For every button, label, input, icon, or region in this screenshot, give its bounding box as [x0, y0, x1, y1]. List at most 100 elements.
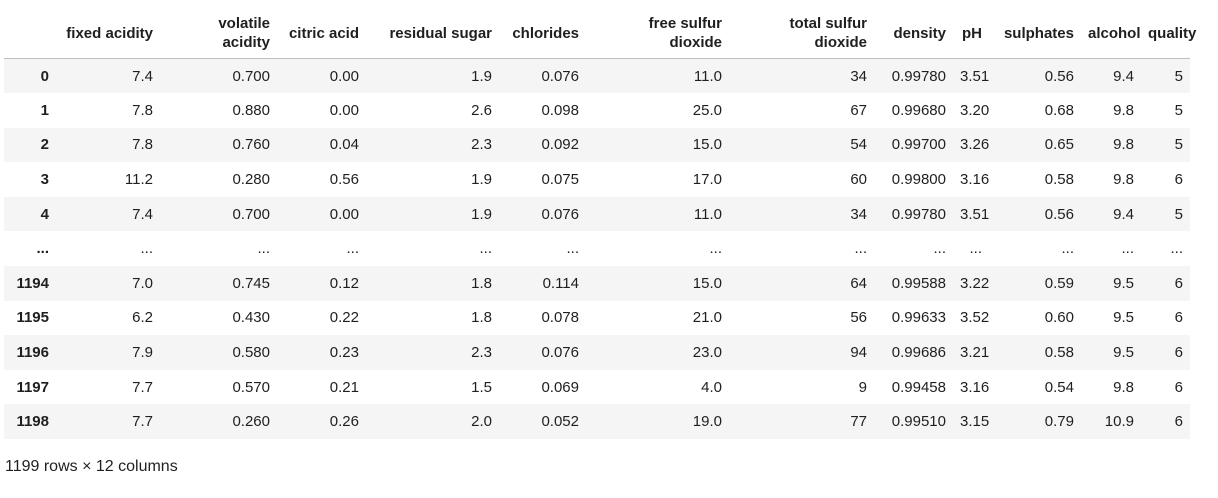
table-cell: 64	[850, 274, 867, 292]
table-header: fixed acidity volatile acidity citric acid…	[4, 8, 1196, 59]
row-index: 1	[40, 101, 49, 119]
table-cell: 0.99633	[891, 309, 946, 327]
table-cell: 0.430	[232, 309, 270, 327]
table-cell: 3.22	[960, 274, 990, 292]
column-header: total sulfur dioxide	[729, 8, 874, 59]
table-cell: 0.99510	[891, 413, 946, 431]
table-cell: 0.076	[541, 205, 579, 223]
table-cell: 0.68	[1044, 101, 1074, 119]
table-cell: 6	[1174, 171, 1183, 189]
table-cell: 25.0	[692, 101, 722, 119]
table-cell: 0.99780	[891, 67, 946, 85]
table-cell: 1.9	[471, 67, 492, 85]
table-cell: 1.9	[471, 205, 492, 223]
table-cell: 9.8	[1113, 378, 1134, 396]
table-cell: 1.8	[471, 309, 492, 327]
table-cell: 0.069	[541, 378, 579, 396]
table-cell: 0.092	[541, 136, 579, 154]
table-cell: 7.0	[132, 274, 153, 292]
column-header: pH	[953, 8, 989, 59]
table-cell: 7.4	[132, 67, 153, 85]
table-cell: 6	[1174, 274, 1183, 292]
column-header: chlorides	[499, 8, 586, 59]
table-cell: ...	[1061, 240, 1074, 258]
table-cell: 0.00	[329, 101, 359, 119]
table-cell: ...	[1121, 240, 1134, 258]
table-cell: 0.076	[541, 67, 579, 85]
table-cell: 0.99588	[891, 274, 946, 292]
table-cell: ...	[346, 240, 359, 258]
table-cell: 2.3	[471, 344, 492, 362]
table-cell: 11.0	[693, 205, 722, 223]
table-cell: 0.00	[329, 205, 359, 223]
table-cell: 0.700	[232, 205, 270, 223]
table-cell: 0.745	[232, 274, 270, 292]
table-cell: 0.99800	[891, 171, 946, 189]
table-row: 1198 7.7 0.260 0.26 2.0 0.052 19.0 77 0.99510 3.1…	[4, 404, 1190, 440]
table-cell: 9.8	[1113, 171, 1134, 189]
row-index: 1195	[16, 309, 49, 327]
table-cell: 9.5	[1113, 274, 1134, 292]
table-cell: 0.56	[329, 171, 359, 189]
row-index: 1194	[16, 274, 49, 292]
shape-summary: 1199 rows × 12 columns	[5, 458, 178, 475]
table-cell: 0.99686	[891, 344, 946, 362]
table-cell: 7.4	[132, 205, 153, 223]
table-cell: 5	[1174, 67, 1183, 85]
table-cell: ...	[709, 240, 722, 258]
table-cell: 67	[850, 101, 867, 119]
table-cell: 0.23	[329, 344, 359, 362]
table-body: 0 7.4 0.700 0.00 1.9 0.076 11.0 34 0.99780 3.51 0.…	[4, 58, 1190, 440]
table-cell: 34	[850, 67, 867, 85]
table-cell: 3.26	[960, 136, 990, 154]
table-cell: 9.5	[1113, 309, 1134, 327]
table-cell: 0.60	[1044, 309, 1074, 327]
table-cell: 77	[850, 413, 867, 431]
table-cell: 9.5	[1113, 344, 1134, 362]
table-cell: 9.8	[1113, 101, 1134, 119]
table-cell: 3.51	[960, 205, 990, 223]
table-row: 1 7.8 0.880 0.00 2.6 0.098 25.0 67 0.99680 3.20 0.…	[4, 93, 1190, 128]
table-cell: 3.21	[960, 344, 990, 362]
table-row: 1197 7.7 0.570 0.21 1.5 0.069 4.0 9 0.99458 3.16 0…	[4, 369, 1190, 405]
row-index: ...	[36, 240, 49, 258]
table-cell: 34	[850, 205, 867, 223]
table-cell: 3.20	[960, 101, 990, 119]
table-cell: 2.0	[471, 413, 492, 431]
table-cell: 6	[1174, 344, 1183, 362]
row-index: 1196	[16, 344, 49, 362]
header-row: fixed acidity volatile acidity citric acid…	[4, 8, 1196, 59]
table-cell: 1.8	[471, 274, 492, 292]
table-cell: 1.9	[471, 171, 492, 189]
table-cell: 0.280	[232, 171, 270, 189]
table-cell: 0.00	[329, 67, 359, 85]
table-cell: 0.79	[1044, 413, 1074, 431]
table-cell: 7.8	[132, 101, 153, 119]
table-cell: 0.58	[1044, 344, 1074, 362]
table-row: .......................................	[4, 231, 1190, 267]
table-cell: 0.56	[1044, 67, 1074, 85]
table-row: 2 7.8 0.760 0.04 2.3 0.092 15.0 54 0.99700 3.26 0.…	[4, 127, 1190, 163]
table-cell: 2.3	[471, 136, 492, 154]
table-cell: 1.5	[471, 378, 492, 396]
dataframe-container: fixed acidity volatile acidity citric acid…	[4, 8, 1196, 440]
table-cell: 6	[1174, 413, 1183, 431]
table-cell: 0.99680	[891, 101, 946, 119]
table-cell: 6	[1174, 309, 1183, 327]
table-cell: 0.052	[541, 413, 579, 431]
table-cell: ...	[257, 240, 270, 258]
table-cell: 11.0	[693, 67, 722, 85]
table-cell: 0.26	[329, 413, 359, 431]
column-header: fixed acidity	[56, 8, 160, 59]
table-cell: 9.8	[1113, 136, 1134, 154]
row-index: 3	[40, 171, 49, 189]
row-index: 2	[40, 136, 49, 154]
table-cell: 0.99700	[891, 136, 946, 154]
table-cell: 0.880	[232, 101, 270, 119]
table-cell: ...	[854, 240, 867, 258]
table-cell: 19.0	[692, 413, 722, 431]
table-cell: 0.078	[541, 309, 579, 327]
table-cell: 60	[850, 171, 867, 189]
table-cell: 0.99780	[891, 205, 946, 223]
table-cell: 0.760	[232, 136, 270, 154]
